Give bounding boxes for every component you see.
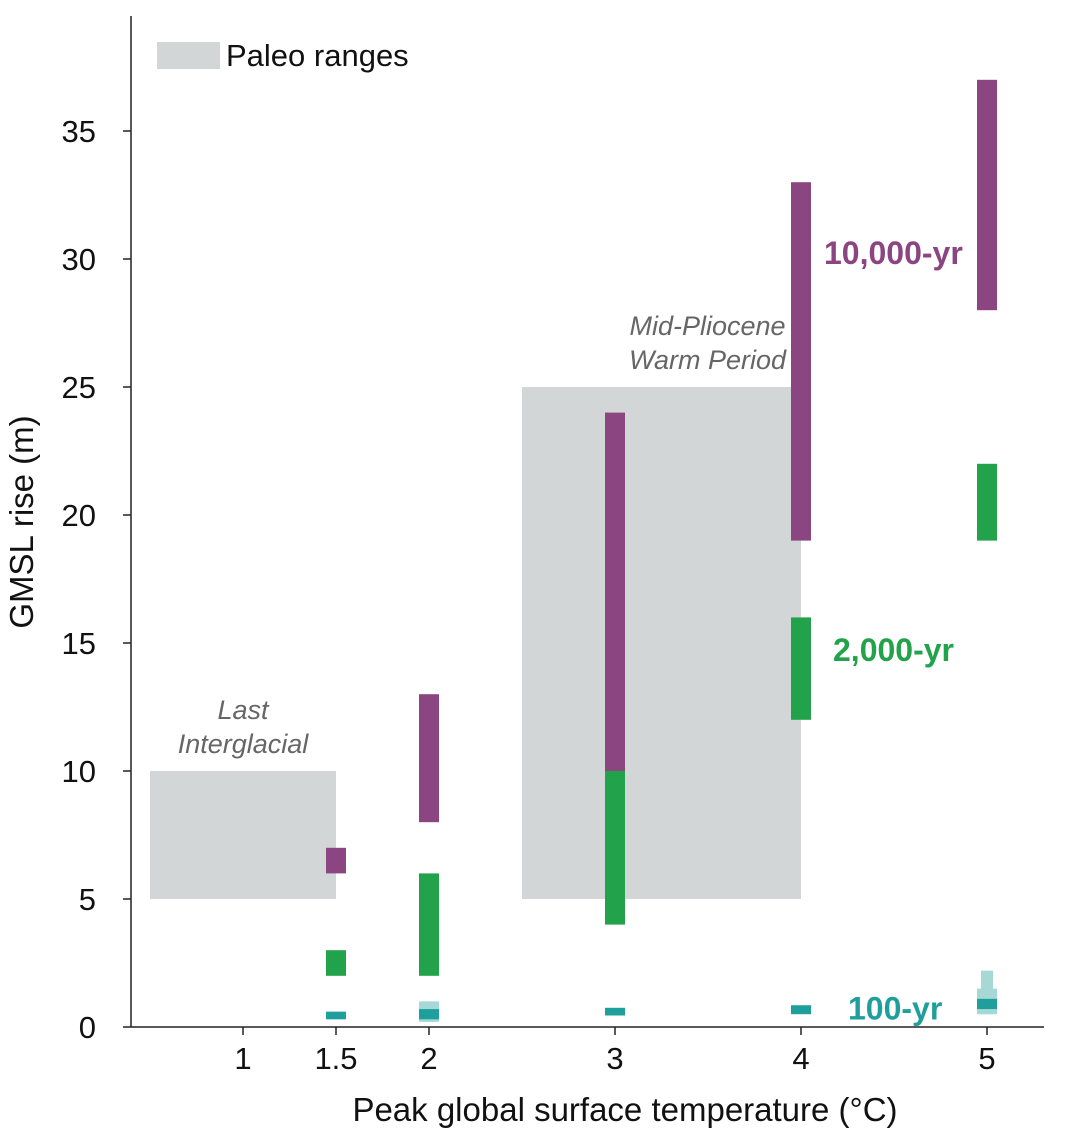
x-tick-label: 2 bbox=[420, 1041, 437, 1076]
y-tick-label: 25 bbox=[62, 370, 96, 405]
bar-2-000-yr bbox=[419, 873, 439, 976]
paleo-range-box-last-interglacial bbox=[150, 771, 336, 899]
y-tick-label: 20 bbox=[62, 498, 96, 533]
range-bars-layer bbox=[326, 79, 997, 1022]
bar-100-yr bbox=[419, 1009, 439, 1020]
y-tick-label: 5 bbox=[79, 882, 96, 917]
series-label-2-000-yr: 2,000-yr bbox=[833, 632, 954, 668]
y-tick-label: 0 bbox=[79, 1010, 96, 1045]
x-tick-label: 1 bbox=[234, 1041, 251, 1076]
bar-2-000-yr bbox=[605, 771, 625, 925]
legend-label-paleo: Paleo ranges bbox=[226, 38, 409, 73]
paleo-label-line: Warm Period bbox=[629, 345, 787, 375]
annotation-labels: Last Interglacial Mid-Pliocene Warm Period 1… bbox=[178, 235, 963, 1026]
legend: Paleo ranges bbox=[157, 38, 409, 73]
bar-10-000-yr bbox=[605, 412, 625, 771]
bar-100-yr bbox=[605, 1007, 625, 1016]
bar-100-yr bbox=[326, 1011, 346, 1020]
y-tick-label: 10 bbox=[62, 754, 96, 789]
y-tick-label: 15 bbox=[62, 626, 96, 661]
series-label-10-000-yr: 10,000-yr bbox=[824, 235, 963, 271]
legend-swatch-paleo bbox=[157, 42, 220, 69]
bar-2-000-yr bbox=[977, 463, 997, 541]
bar-10-000-yr bbox=[419, 694, 439, 823]
bar-10-000-yr bbox=[977, 79, 997, 311]
y-tick-label: 30 bbox=[62, 242, 96, 277]
series-label-100-yr: 100-yr bbox=[848, 990, 942, 1026]
bar-10-000-yr bbox=[326, 847, 346, 874]
bar-2-000-yr bbox=[326, 950, 346, 976]
x-tick-label: 1.5 bbox=[314, 1041, 357, 1076]
paleo-label-line: Last bbox=[217, 695, 270, 725]
paleo-label-line: Interglacial bbox=[178, 729, 310, 759]
y-tick-label: 35 bbox=[62, 114, 96, 149]
axes bbox=[130, 16, 1044, 1028]
ticks: 0 5 10 15 20 25 30 35 1 1.5 2 3 4 5 bbox=[62, 114, 996, 1076]
paleo-range-box-mid-pliocene-warm-period bbox=[522, 387, 801, 899]
x-axis-title: Peak global surface temperature (°C) bbox=[352, 1091, 897, 1128]
y-axis-title: GMSL rise (m) bbox=[3, 415, 40, 628]
x-tick-label: 4 bbox=[792, 1041, 809, 1076]
x-tick-label: 3 bbox=[606, 1041, 623, 1076]
bar-10-000-yr bbox=[791, 182, 811, 541]
bar-2-000-yr bbox=[791, 617, 811, 720]
bar-100-yr bbox=[977, 998, 997, 1010]
paleo-label-line: Mid-Pliocene bbox=[629, 311, 785, 341]
paleo-ranges-layer bbox=[150, 387, 801, 899]
x-tick-label: 5 bbox=[978, 1041, 995, 1076]
bar-100-yr bbox=[791, 1005, 811, 1015]
